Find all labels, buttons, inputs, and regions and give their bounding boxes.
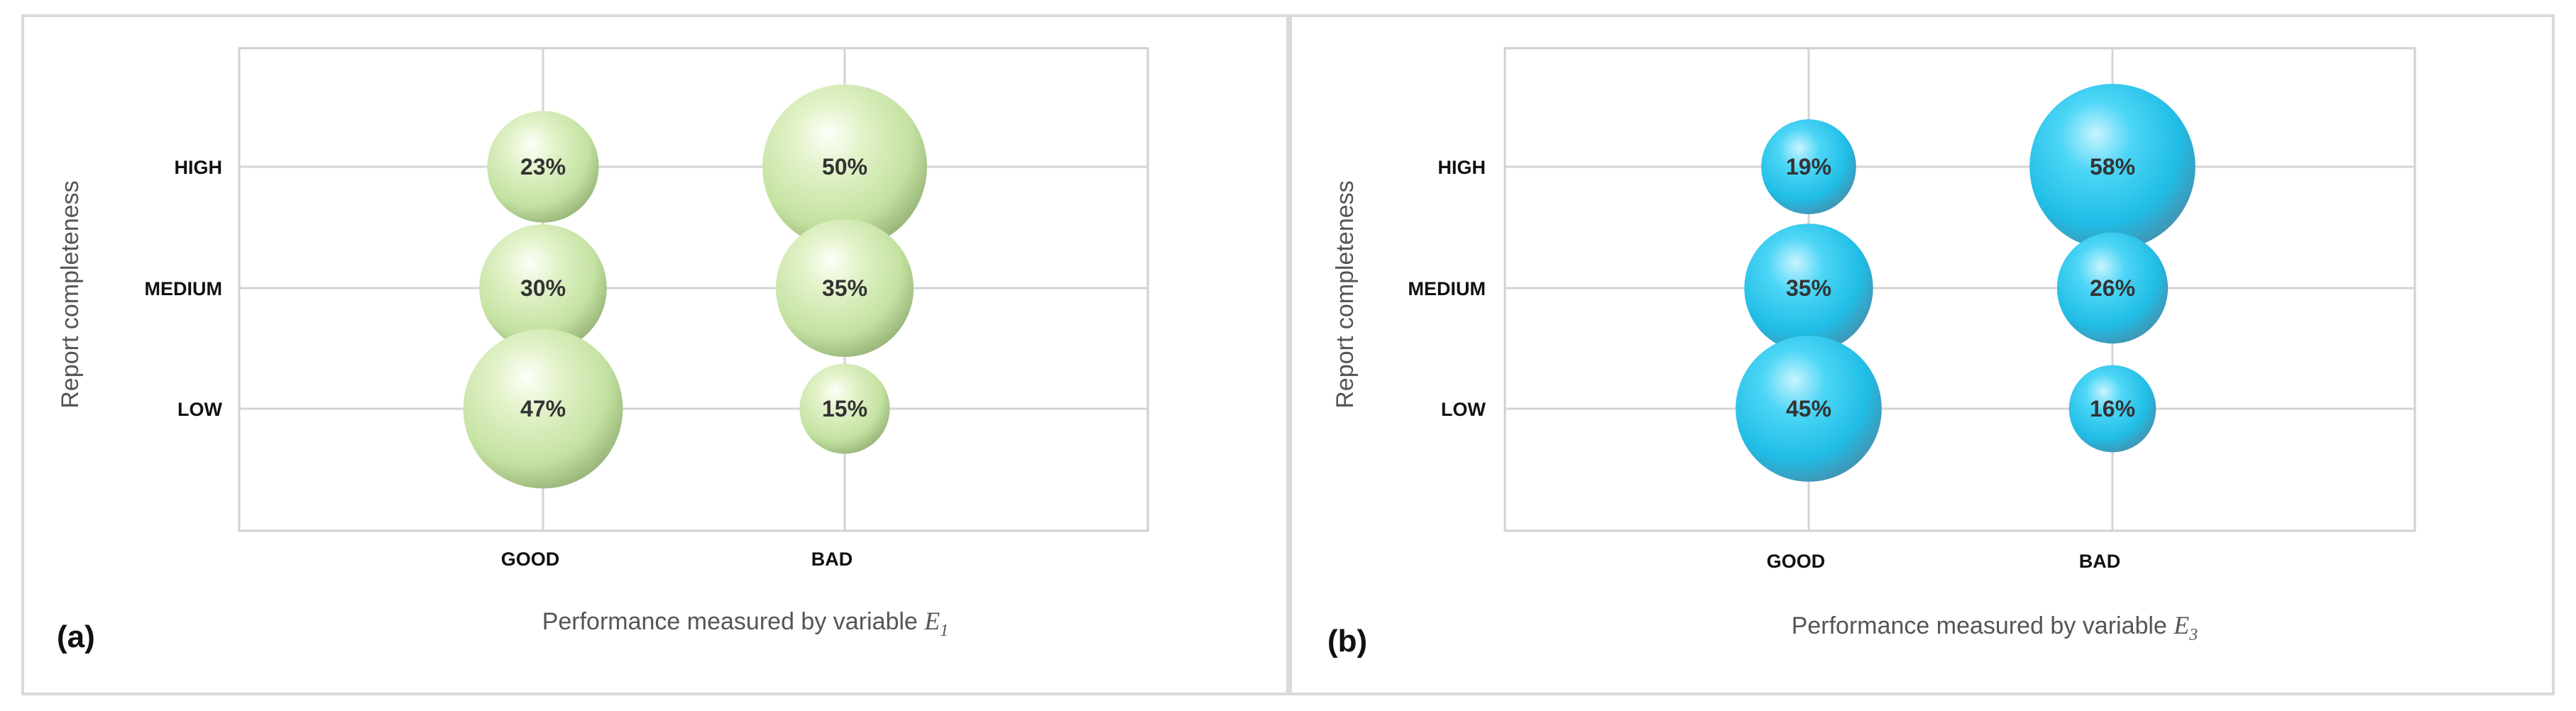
bubble-data-label: 45%	[1786, 396, 1831, 421]
y-axis-label: Report completeness	[1332, 180, 1359, 408]
bubble-data-label: 26%	[2090, 275, 2135, 301]
bubble	[775, 219, 914, 358]
bubble-data-label: 30%	[520, 275, 566, 301]
bubble	[1736, 336, 1882, 482]
x-tick-label: BAD	[2079, 551, 2121, 572]
panel-tag: (a)	[57, 619, 95, 654]
bubble-data-label: 58%	[2090, 154, 2135, 180]
panel-tag: (b)	[1327, 624, 1367, 658]
x-tick-label: BAD	[811, 549, 853, 570]
x-axis-label: Performance measured by variable E1	[542, 607, 949, 640]
y-tick-label: LOW	[1441, 399, 1486, 420]
y-axis-label: Report completeness	[57, 180, 84, 408]
plot-area	[238, 47, 1149, 532]
bubble	[2068, 365, 2156, 453]
bubble-data-label: 19%	[1786, 154, 1831, 180]
bubble-data-label: 15%	[822, 396, 867, 421]
chart-panel-1: HIGH MEDIUM LOW GOOD BAD Performance measured…	[21, 14, 1289, 695]
y-tick-label: MEDIUM	[1408, 278, 1486, 299]
chart-panel-2: HIGH MEDIUM LOW GOOD BAD Performance measured…	[1289, 14, 2555, 695]
y-tick-label: HIGH	[1438, 157, 1486, 178]
x-tick-label: GOOD	[501, 549, 560, 570]
bubble-data-label: 50%	[822, 154, 867, 180]
x-axis-label: Performance measured by variable E3	[1792, 611, 2198, 644]
y-tick-label: LOW	[177, 399, 222, 420]
bubble	[762, 84, 927, 249]
bubble	[487, 111, 599, 223]
bubble-data-label: 16%	[2090, 396, 2135, 421]
bubble	[2056, 232, 2169, 344]
plot-area	[1503, 47, 2416, 532]
bubble	[463, 329, 623, 489]
bubble	[2029, 84, 2196, 250]
bubble-data-label: 35%	[1786, 275, 1831, 301]
y-tick-label: HIGH	[175, 157, 223, 178]
x-tick-label: GOOD	[1767, 551, 1826, 572]
bubble-data-label: 47%	[520, 396, 566, 421]
bubble-data-label: 35%	[822, 275, 867, 301]
bubble-data-label: 23%	[520, 154, 566, 180]
y-tick-label: MEDIUM	[145, 278, 223, 299]
bubble	[1761, 119, 1856, 214]
bubble	[799, 363, 890, 454]
bubble	[479, 224, 607, 352]
bubble	[1744, 224, 1873, 353]
